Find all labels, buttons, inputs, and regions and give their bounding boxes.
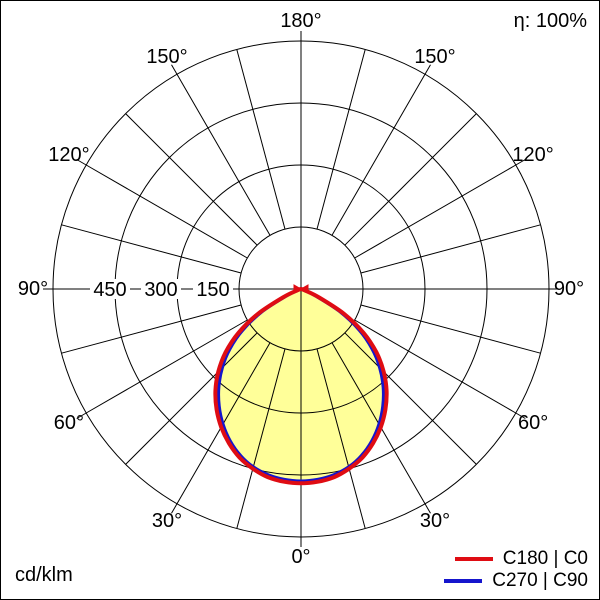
radial-label-chip — [90, 279, 130, 299]
legend-swatch-blue — [444, 578, 483, 583]
intensity-curve-c180-c0 — [213, 287, 389, 486]
legend-swatch-red — [454, 556, 493, 561]
grid-spoke — [316, 49, 366, 230]
angle-tick — [424, 64, 431, 75]
legend: C180 | C0 C270 | C90 — [443, 549, 588, 590]
grid-spoke — [236, 49, 286, 230]
efficiency-label: η: 100% — [513, 10, 587, 32]
grid-spoke — [125, 113, 258, 246]
grid-spoke — [61, 224, 242, 274]
radial-scale-label: 450 — [93, 279, 126, 301]
angle-tick — [171, 503, 178, 514]
grid-spoke — [125, 332, 258, 465]
grid-spoke — [316, 348, 366, 529]
angle-label: 90° — [554, 278, 584, 300]
angle-tick — [515, 159, 526, 166]
grid-spoke — [61, 304, 242, 354]
angle-tick — [424, 503, 431, 514]
angle-label: 60° — [54, 412, 84, 434]
legend-label-c270-c90: C270 | C90 — [492, 570, 588, 591]
angle-tick — [76, 159, 87, 166]
grid-spoke — [354, 164, 517, 259]
grid-spoke — [85, 164, 248, 259]
unit-label: cd/klm — [15, 564, 73, 586]
radial-scale-label: 150 — [196, 279, 229, 301]
radial-label-chip — [193, 279, 233, 299]
angle-label: 30° — [420, 510, 450, 532]
angle-label: 60° — [518, 412, 548, 434]
grid-spoke — [236, 348, 286, 529]
angle-label: 150° — [146, 46, 187, 68]
grid-spoke — [176, 73, 271, 236]
angle-label: 150° — [414, 46, 455, 68]
angle-label: 120° — [512, 144, 553, 166]
radial-label-chip — [141, 279, 181, 299]
angle-tick — [171, 64, 178, 75]
radial-scale-label: 300 — [144, 279, 177, 301]
grid-spoke — [354, 319, 517, 414]
legend-item-c270-c90: C270 | C90 — [443, 571, 588, 590]
angle-label: 180° — [280, 10, 321, 32]
luminaire-marker — [293, 284, 309, 294]
angle-label: 120° — [48, 144, 89, 166]
legend-label-c180-c0: C180 | C0 — [502, 548, 588, 569]
angle-label: 90° — [18, 278, 48, 300]
grid-spoke — [360, 304, 541, 354]
angle-label: 30° — [152, 510, 182, 532]
angle-tick — [76, 412, 87, 419]
grid-spoke — [85, 319, 248, 414]
grid-spoke — [331, 73, 426, 236]
angle-tick — [515, 412, 526, 419]
grid-spoke — [344, 113, 477, 246]
grid-spoke — [344, 332, 477, 465]
angle-label: 0° — [291, 546, 310, 568]
legend-item-c180-c0: C180 | C0 — [454, 549, 588, 568]
grid-spoke — [360, 224, 541, 274]
